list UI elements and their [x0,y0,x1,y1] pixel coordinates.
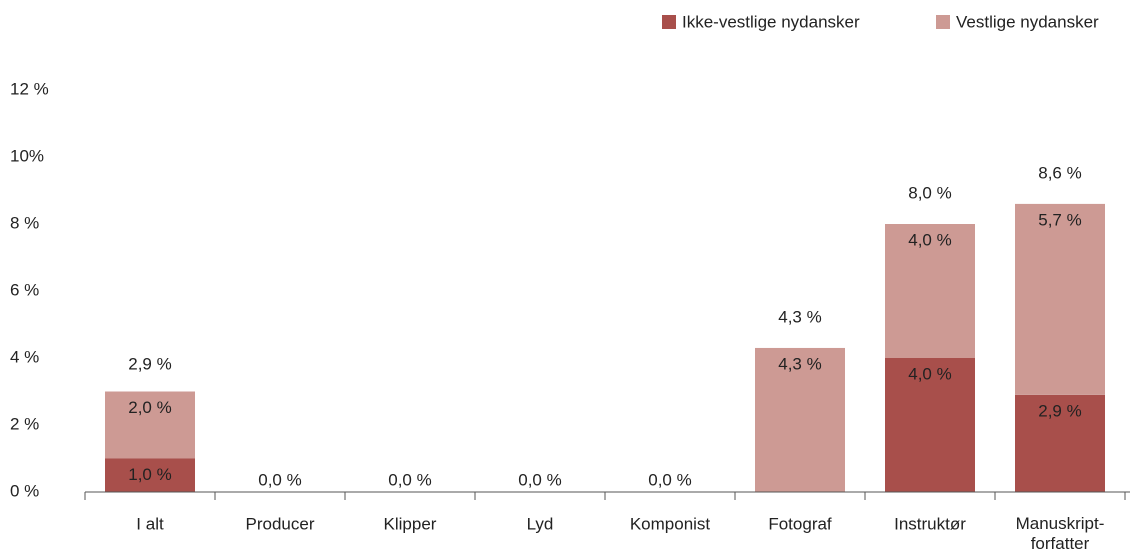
x-tick-label: Lyd [527,514,554,533]
y-tick-label: 2 % [10,414,39,433]
legend-swatch [662,15,676,29]
value-label: 1,0 % [128,465,171,484]
x-tick-label: Klipper [384,514,437,533]
y-tick-label: 12 % [10,79,49,98]
x-tick-label: Producer [246,514,315,533]
total-label: 8,6 % [1038,163,1081,182]
value-label: 0,0 % [388,470,431,489]
total-label: 4,3 % [778,307,821,326]
value-label: 4,0 % [908,364,951,383]
value-label: 2,0 % [128,398,171,417]
y-tick-label: 6 % [10,280,39,299]
value-label: 0,0 % [648,470,691,489]
value-label: 5,7 % [1038,210,1081,229]
value-label: 0,0 % [258,470,301,489]
bar-segment [1015,394,1105,492]
legend-label: Vestlige nydansker [956,12,1099,31]
bar-segment [885,224,975,358]
bar-segment [1015,203,1105,395]
x-tick-label: I alt [136,514,164,533]
y-tick-label: 0 % [10,481,39,500]
legend-label: Ikke-vestlige nydansker [682,12,860,31]
total-label: 2,9 % [128,354,171,373]
x-tick-label: Instruktør [894,514,966,533]
value-label: 4,0 % [908,230,951,249]
legend-swatch [936,15,950,29]
y-tick-label: 8 % [10,213,39,232]
y-tick-label: 10% [10,146,44,165]
value-label: 4,3 % [778,354,821,373]
x-tick-label: Manuskript-forfatter [1016,514,1105,553]
x-tick-label: Komponist [630,514,711,533]
x-tick-label: Fotograf [768,514,832,533]
y-tick-label: 4 % [10,347,39,366]
value-label: 0,0 % [518,470,561,489]
bar-segment [885,358,975,492]
bar-segment [105,391,195,459]
value-label: 2,9 % [1038,401,1081,420]
bar-segment [755,347,845,492]
total-label: 8,0 % [908,183,951,202]
bar-segment [105,458,195,492]
